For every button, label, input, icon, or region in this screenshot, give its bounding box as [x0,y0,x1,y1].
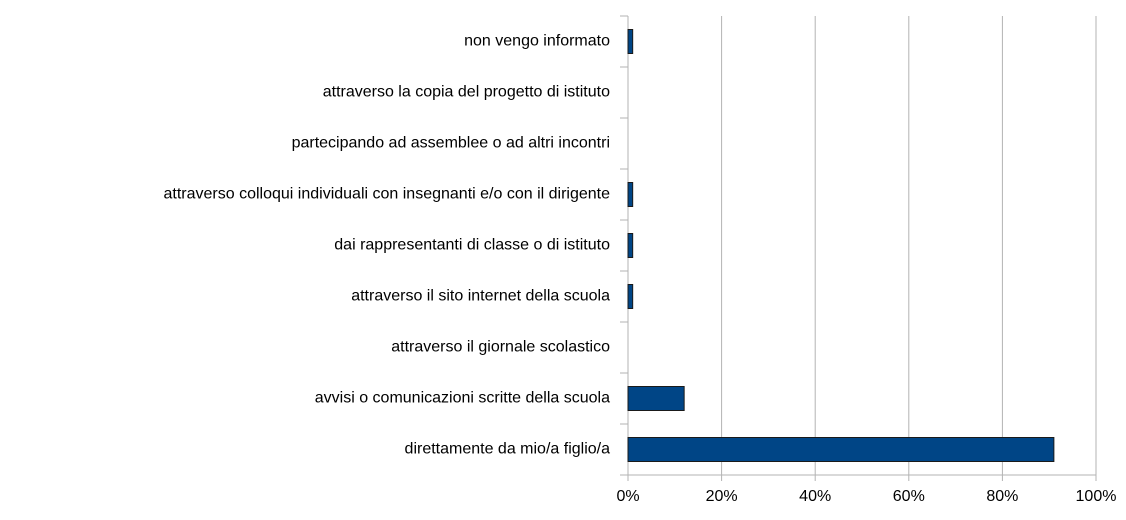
bar [627,29,634,54]
y-tick-label: non vengo informato [464,33,610,50]
x-tick-label: 40% [799,488,831,505]
y-tick-label: dai rappresentanti di classe o di istitu… [334,237,610,254]
bar [627,284,634,309]
bar [627,233,634,258]
bar [627,437,1055,462]
x-tick-label: 0% [616,488,639,505]
x-tick-label: 100% [1076,488,1117,505]
y-tick-label: attraverso la copia del progetto di isti… [323,84,610,101]
y-tick-label: attraverso il giornale scolastico [391,339,610,356]
y-tick-label: avvisi o comunicazioni scritte della scu… [315,390,610,407]
x-tick-label: 80% [986,488,1018,505]
y-tick-label: direttamente da mio/a figlio/a [405,441,611,458]
x-tick-label: 20% [706,488,738,505]
bar [627,386,685,411]
y-tick-label: attraverso colloqui individuali con inse… [164,186,611,203]
x-tick-label: 60% [893,488,925,505]
y-tick-label: partecipando ad assemblee o ad altri inc… [292,135,610,152]
bar [627,182,634,207]
y-tick-label: attraverso il sito internet della scuola [351,288,610,305]
